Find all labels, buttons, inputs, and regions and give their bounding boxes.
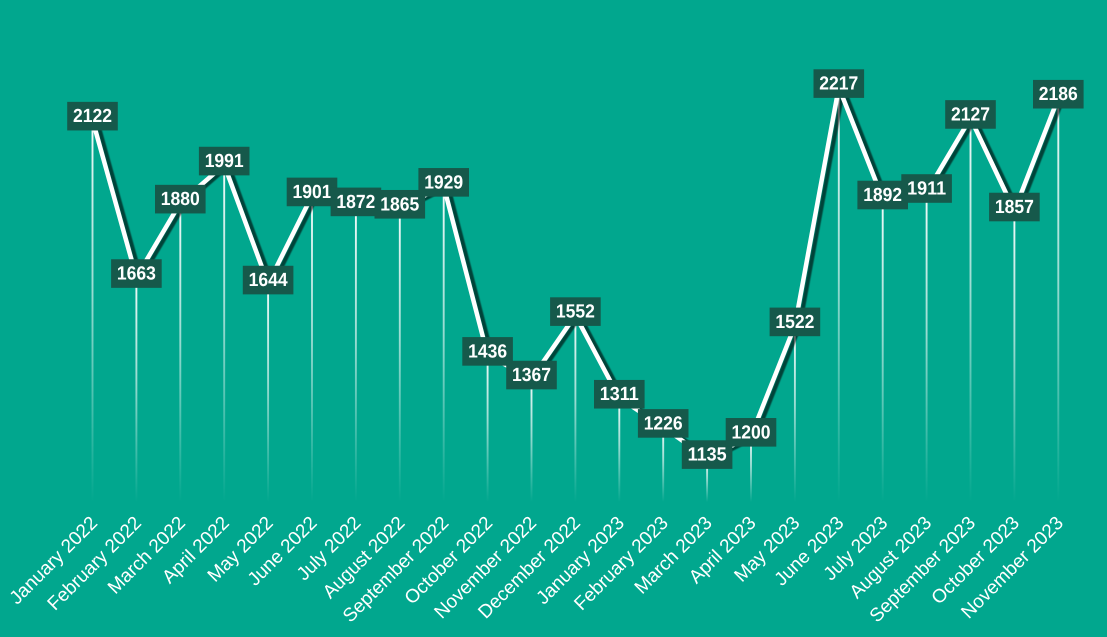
data-label: 1522 [769,307,821,337]
data-label-value: 1991 [205,151,244,172]
data-label-box [418,168,469,197]
data-label-box [637,409,689,438]
data-label-box [506,360,557,390]
data-label-box [1033,79,1084,109]
data-label-box [550,297,601,326]
data-label-value: 2217 [819,74,858,95]
data-label: 1892 [857,180,908,210]
data-label-box [945,100,996,129]
data-label-box [330,187,382,217]
data-label-value: 1644 [249,270,288,291]
data-label: 1552 [550,297,601,326]
data-label-box [989,192,1040,222]
data-label-value: 1880 [161,189,200,210]
data-label-value: 1901 [293,182,332,203]
data-label-box [725,418,777,447]
data-label-value: 1552 [556,302,595,323]
data-label-box [594,379,645,409]
data-label: 1644 [242,265,294,295]
data-label: 1135 [681,440,733,469]
data-label-value: 1200 [732,422,771,443]
data-label: 1663 [111,259,162,288]
data-label-value: 1522 [775,312,814,333]
data-label: 1911 [901,174,952,203]
data-label: 1200 [725,418,777,447]
data-label-box [813,69,865,98]
data-label-box [681,440,733,469]
data-label: 1929 [418,168,469,197]
data-label-box [111,259,162,288]
data-label: 1226 [637,409,689,438]
data-label: 1311 [594,379,645,409]
data-label-box [374,189,426,219]
data-label-value: 1872 [336,192,375,213]
data-label: 1991 [198,146,250,176]
data-label-value: 1436 [468,341,507,362]
data-label-value: 1865 [380,194,419,215]
data-label-value: 1857 [995,197,1034,218]
data-label-value: 1911 [907,179,946,200]
data-label: 2217 [813,69,865,98]
data-label-value: 1892 [863,185,902,206]
data-label-box [198,146,250,176]
data-label: 1872 [330,187,382,217]
data-label: 2122 [67,101,118,131]
data-label-box [242,265,294,295]
data-label: 1880 [155,184,206,214]
data-label-box [155,184,206,214]
data-label-box [462,337,513,366]
data-label-box [286,177,338,207]
data-label-box [67,101,118,131]
drop-lines [91,87,1060,502]
data-label-value: 1135 [688,445,727,466]
data-label-value: 2127 [951,104,990,125]
data-label: 2186 [1033,79,1084,109]
data-label-box [901,174,952,203]
data-label: 1901 [286,177,338,207]
data-label-value: 2186 [1039,84,1078,105]
data-label-value: 1663 [117,264,156,285]
data-label-value: 1367 [512,365,551,386]
data-label: 1857 [989,192,1040,222]
data-label: 2127 [945,100,996,129]
data-label: 1865 [374,189,426,219]
data-label: 1436 [462,337,513,366]
data-label-value: 1226 [644,413,683,434]
data-label: 1367 [506,360,557,390]
data-label-box [769,307,821,337]
data-label-value: 2122 [73,106,112,127]
data-label-value: 1311 [600,384,639,405]
data-label-box [857,180,908,210]
data-label-value: 1929 [424,172,463,193]
